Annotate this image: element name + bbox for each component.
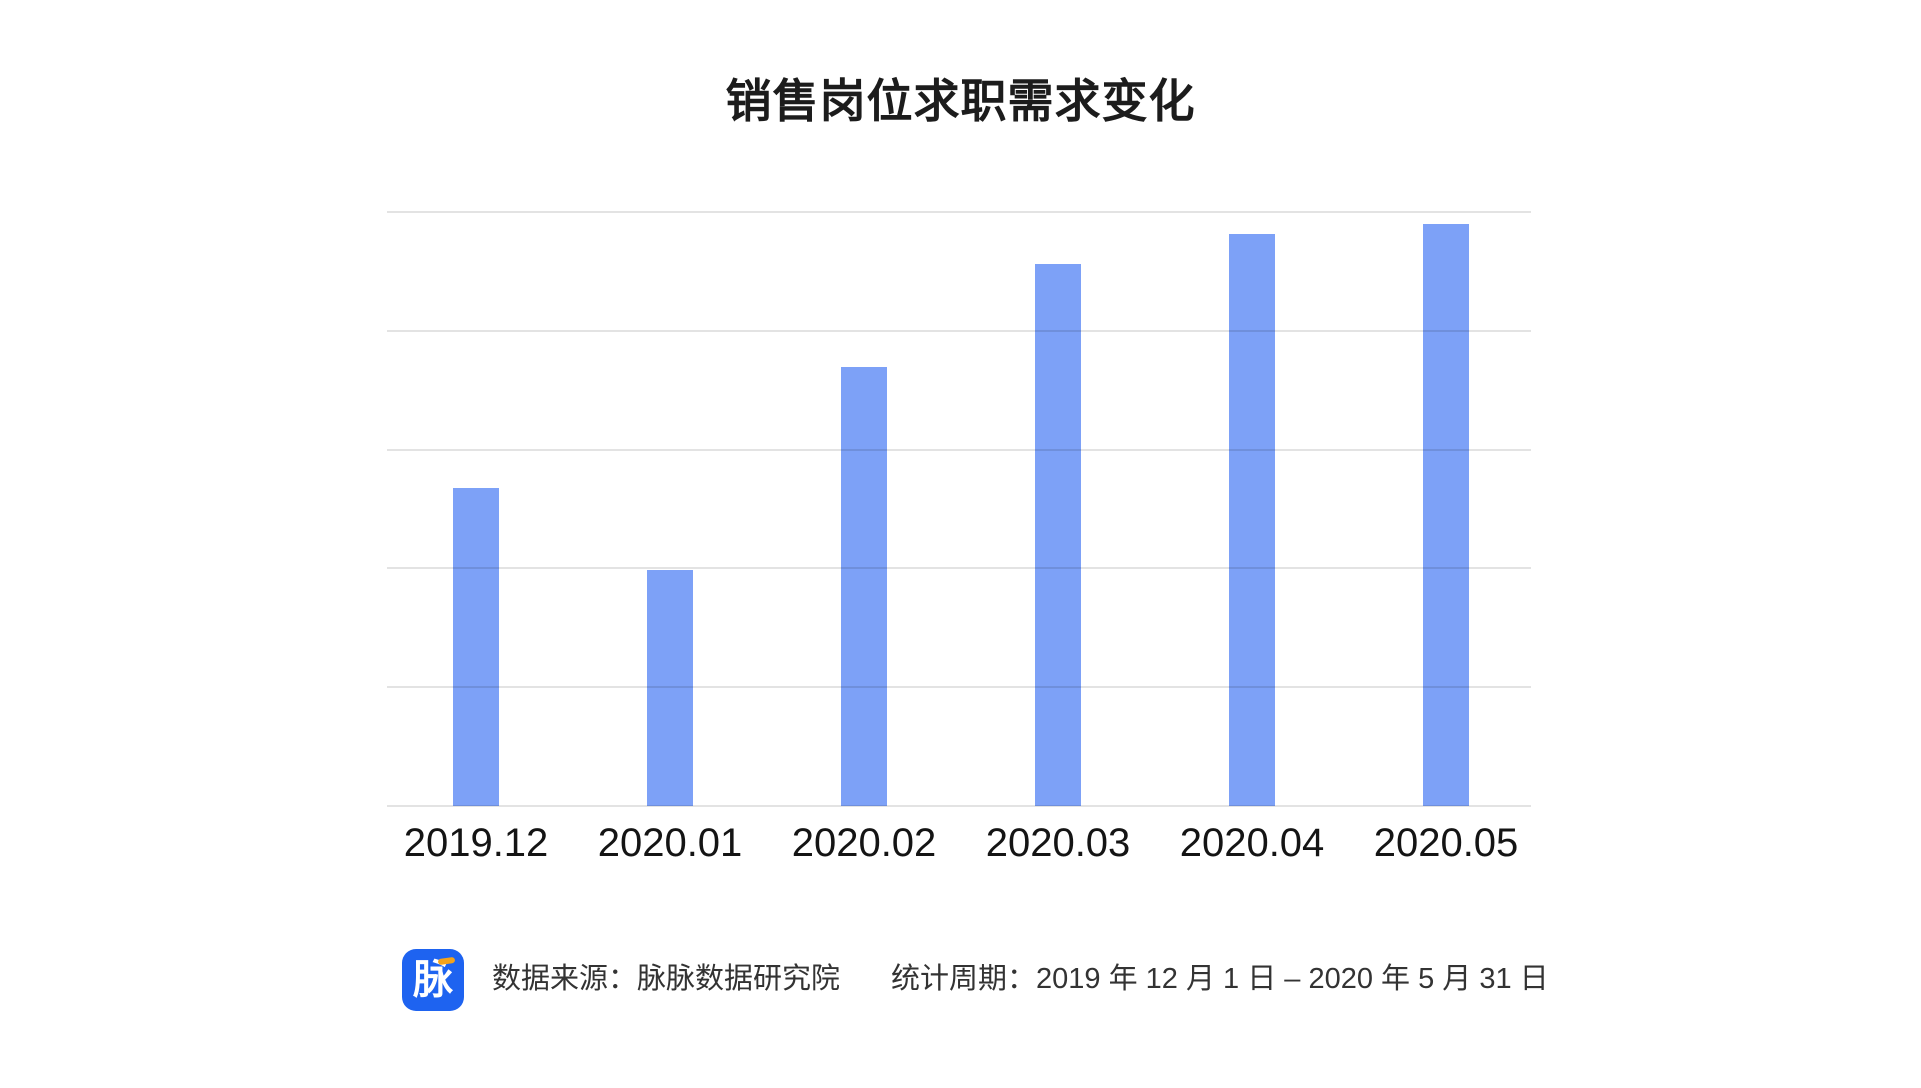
maimai-logo-icon: 脉 bbox=[402, 948, 464, 1011]
x-axis-label: 2020.04 bbox=[1179, 821, 1325, 865]
chart-title: 销售岗位求职需求变化 bbox=[725, 75, 1196, 127]
x-axis-label: 2020.05 bbox=[1373, 821, 1519, 865]
stat-period-label: 统计周期：2019 年 12 月 1 日 – 2020 年 5 月 31 日 bbox=[891, 963, 1549, 995]
footer: 脉 数据来源：脉脉数据研究院 统计周期：2019 年 12 月 1 日 – 20… bbox=[402, 948, 1549, 1011]
gridline bbox=[387, 329, 1531, 332]
bar-2020.05 bbox=[1423, 223, 1469, 806]
bar-2019.12 bbox=[453, 488, 499, 806]
bar-2020.04 bbox=[1229, 233, 1275, 806]
gridline bbox=[387, 805, 1531, 807]
x-axis-label: 2019.12 bbox=[403, 821, 549, 865]
maimai-logo-glyph: 脉 bbox=[413, 957, 453, 1002]
gridline bbox=[387, 567, 1531, 570]
x-axis: 2019.12 2020.01 2020.02 2020.03 2020.04 2020.… bbox=[387, 821, 1531, 865]
gridline bbox=[387, 686, 1531, 689]
bar-2020.01 bbox=[647, 570, 693, 806]
x-axis-label: 2020.02 bbox=[791, 821, 937, 865]
bar-2020.02 bbox=[841, 367, 887, 806]
x-axis-label: 2020.03 bbox=[985, 821, 1131, 865]
data-source-label: 数据来源：脉脉数据研究院 bbox=[492, 963, 841, 995]
gridline bbox=[387, 211, 1531, 213]
bar-2020.03 bbox=[1035, 264, 1081, 806]
gridline bbox=[387, 448, 1531, 451]
x-axis-label: 2020.01 bbox=[597, 821, 743, 865]
plot-area bbox=[387, 211, 1531, 807]
